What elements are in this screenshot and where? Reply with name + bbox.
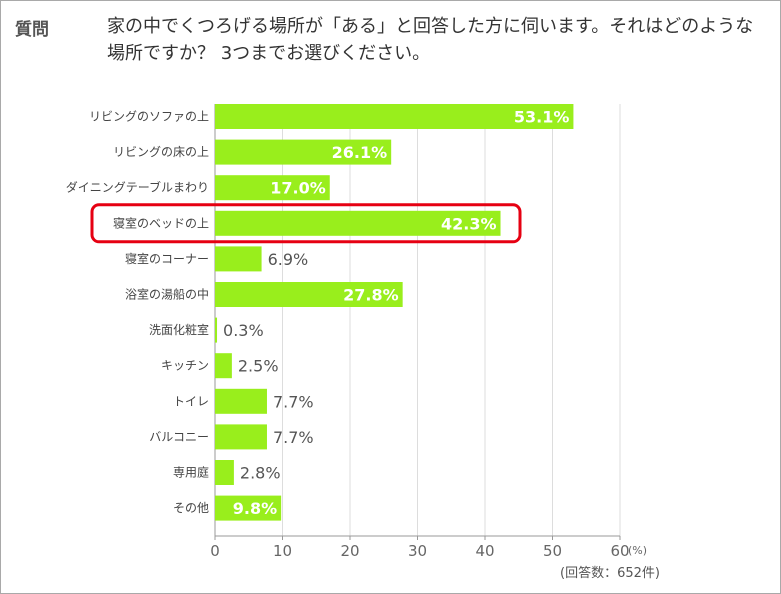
value-label: 27.8%	[343, 286, 399, 305]
category-label: ダイニングテーブルまわり	[66, 180, 209, 195]
bar	[215, 495, 282, 521]
category-label: 浴室の湯船の中	[125, 287, 209, 302]
category-label: キッチン	[161, 359, 209, 373]
question-text: 家の中でくつろげる場所が「ある」と回答した方に伺います。それはどのような場所です…	[107, 16, 754, 64]
value-label: 0.3%	[223, 321, 264, 340]
value-label: 2.8%	[240, 464, 281, 483]
bar	[215, 246, 262, 272]
x-tick-label: 60	[610, 542, 629, 560]
category-label: 寝室のベッドの上	[113, 215, 209, 230]
bar	[215, 139, 392, 165]
x-tick-label: 0	[210, 542, 220, 560]
response-count-note: (回答数：652件)	[560, 565, 660, 581]
x-tick-label: 20	[340, 542, 359, 560]
category-label: トイレ	[173, 394, 209, 408]
question-label: 質問	[15, 20, 49, 40]
value-label: 2.5%	[238, 357, 279, 376]
category-label: バルコニー	[149, 430, 209, 444]
bar	[215, 353, 232, 379]
x-tick-label: 40	[475, 542, 494, 560]
value-label: 53.1%	[514, 108, 570, 127]
value-label: 42.3%	[441, 214, 497, 233]
bar	[215, 388, 267, 414]
highlight-box	[90, 203, 522, 244]
category-label: リビングのソファの上	[89, 110, 209, 124]
bar	[215, 317, 218, 343]
x-tick-label: 50	[543, 542, 562, 560]
value-label: 7.7%	[273, 428, 314, 447]
category-label: リビングの床の上	[113, 145, 209, 159]
bar	[215, 175, 330, 201]
bar	[215, 424, 267, 450]
value-label: 6.9%	[268, 250, 309, 269]
bar	[215, 460, 234, 485]
x-tick-label: 30	[408, 542, 427, 560]
value-label: 17.0%	[270, 179, 326, 198]
category-label: 寝室のコーナー	[125, 251, 209, 266]
x-unit-label: (%)	[628, 544, 647, 557]
bar	[215, 210, 501, 236]
category-label: その他	[173, 501, 209, 515]
category-label: 洗面化粧室	[149, 322, 209, 337]
category-label: 専用庭	[173, 465, 209, 480]
value-label: 7.7%	[273, 392, 314, 411]
value-label: 9.8%	[233, 499, 277, 518]
bar	[215, 104, 574, 129]
value-label: 26.1%	[332, 143, 388, 162]
x-tick-label: 10	[273, 542, 292, 560]
bar	[215, 282, 403, 307]
